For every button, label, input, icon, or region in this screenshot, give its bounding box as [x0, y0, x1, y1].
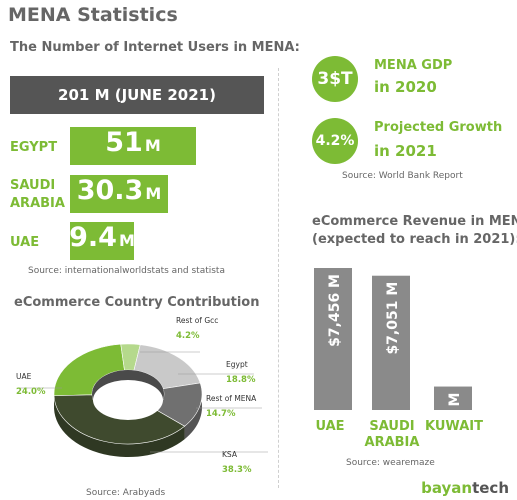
country-value-egypt: 51 — [105, 127, 143, 158]
pie-source: Source: Arabyads — [86, 488, 166, 498]
pie-side-3 — [184, 382, 202, 440]
pie-label-4: KSA — [222, 450, 238, 459]
country-name-saudi: SAUDI ARABIA — [10, 178, 65, 211]
pie-chart: UAE 24.0% Rest of Gcc 4.2% Egypt 18.8% Rest of… — [16, 316, 268, 475]
pie-label-3: Rest of MENA — [206, 394, 257, 403]
bar-value-label-0: $7,456 M — [327, 274, 343, 347]
growth-label-1: Projected Growth — [374, 120, 503, 135]
bar-1 — [372, 275, 410, 410]
country-unit-uae: M — [118, 231, 135, 250]
internet-total-value: 201 M (JUNE 2021) — [58, 86, 216, 104]
bar-subtitle: (expected to reach in 2021): — [312, 232, 517, 247]
country-value-box-saudi: 30.3 M — [70, 175, 168, 213]
internet-source: Source: internationalworldstats and stat… — [28, 266, 225, 276]
country-value-saudi: 30.3 — [76, 175, 144, 206]
bar-0 — [314, 268, 352, 410]
pie-label-2: Egypt — [226, 360, 248, 369]
country-unit-saudi: M — [145, 184, 162, 203]
bar-xlabel-saudi: SAUDI ARABIA — [364, 419, 420, 450]
pie-side-4 — [54, 395, 185, 457]
brand-logo: bayantech — [421, 479, 509, 497]
country-name-uae: UAE — [10, 235, 40, 250]
gdp-circle: 3$T — [312, 56, 358, 102]
bar-chart: $7,456 M $7,051 M $1,231 M — [314, 268, 472, 415]
country-unit-egypt: M — [144, 136, 161, 155]
growth-value: 4.2% — [315, 133, 355, 149]
growth-source: Source: World Bank Report — [342, 171, 463, 181]
brand-name-1: bayan — [421, 479, 473, 497]
bar-xlabel-uae: UAE — [315, 419, 345, 434]
country-value-box-egypt: 51 M — [70, 127, 196, 165]
pie-hole-inner — [93, 380, 163, 420]
pie-pct-2: 18.8% — [226, 375, 256, 385]
gdp-label-1: MENA GDP — [374, 58, 453, 73]
divider-line — [278, 68, 279, 488]
bar-title: eCommerce Revenue in MENA — [312, 214, 517, 229]
page-title: MENA Statistics — [8, 4, 178, 26]
pie-label-0: UAE — [16, 372, 32, 381]
growth-circle: 4.2% — [312, 118, 358, 164]
growth-label-2: in 2021 — [374, 142, 437, 160]
gdp-label-2: in 2020 — [374, 78, 437, 96]
country-name-egypt: EGYPT — [10, 140, 58, 155]
bar-value-label-2: $1,231 M — [447, 393, 463, 415]
pie-pct-3: 14.7% — [206, 409, 236, 419]
pie-pct-0: 24.0% — [16, 387, 46, 397]
country-value-box-uae: 9.4 M — [69, 222, 135, 260]
pie-pct-4: 38.3% — [222, 465, 252, 475]
pie-label-1: Rest of Gcc — [176, 316, 218, 325]
country-value-uae: 9.4 — [69, 222, 117, 253]
pie-title: eCommerce Country Contribution — [14, 295, 260, 310]
gdp-value: 3$T — [317, 69, 353, 89]
bar-value-label-1: $7,051 M — [385, 282, 401, 355]
bar-xlabel-kuwait: KUWAIT — [425, 419, 483, 434]
brand-name-2: tech — [472, 479, 509, 497]
bar-source: Source: wearemaze — [346, 458, 435, 468]
bar-2 — [434, 386, 472, 410]
internet-total-bar: 201 M (JUNE 2021) — [10, 76, 264, 114]
internet-users-title: The Number of Internet Users in MENA: — [10, 40, 300, 55]
pie-pct-1: 4.2% — [176, 331, 200, 341]
